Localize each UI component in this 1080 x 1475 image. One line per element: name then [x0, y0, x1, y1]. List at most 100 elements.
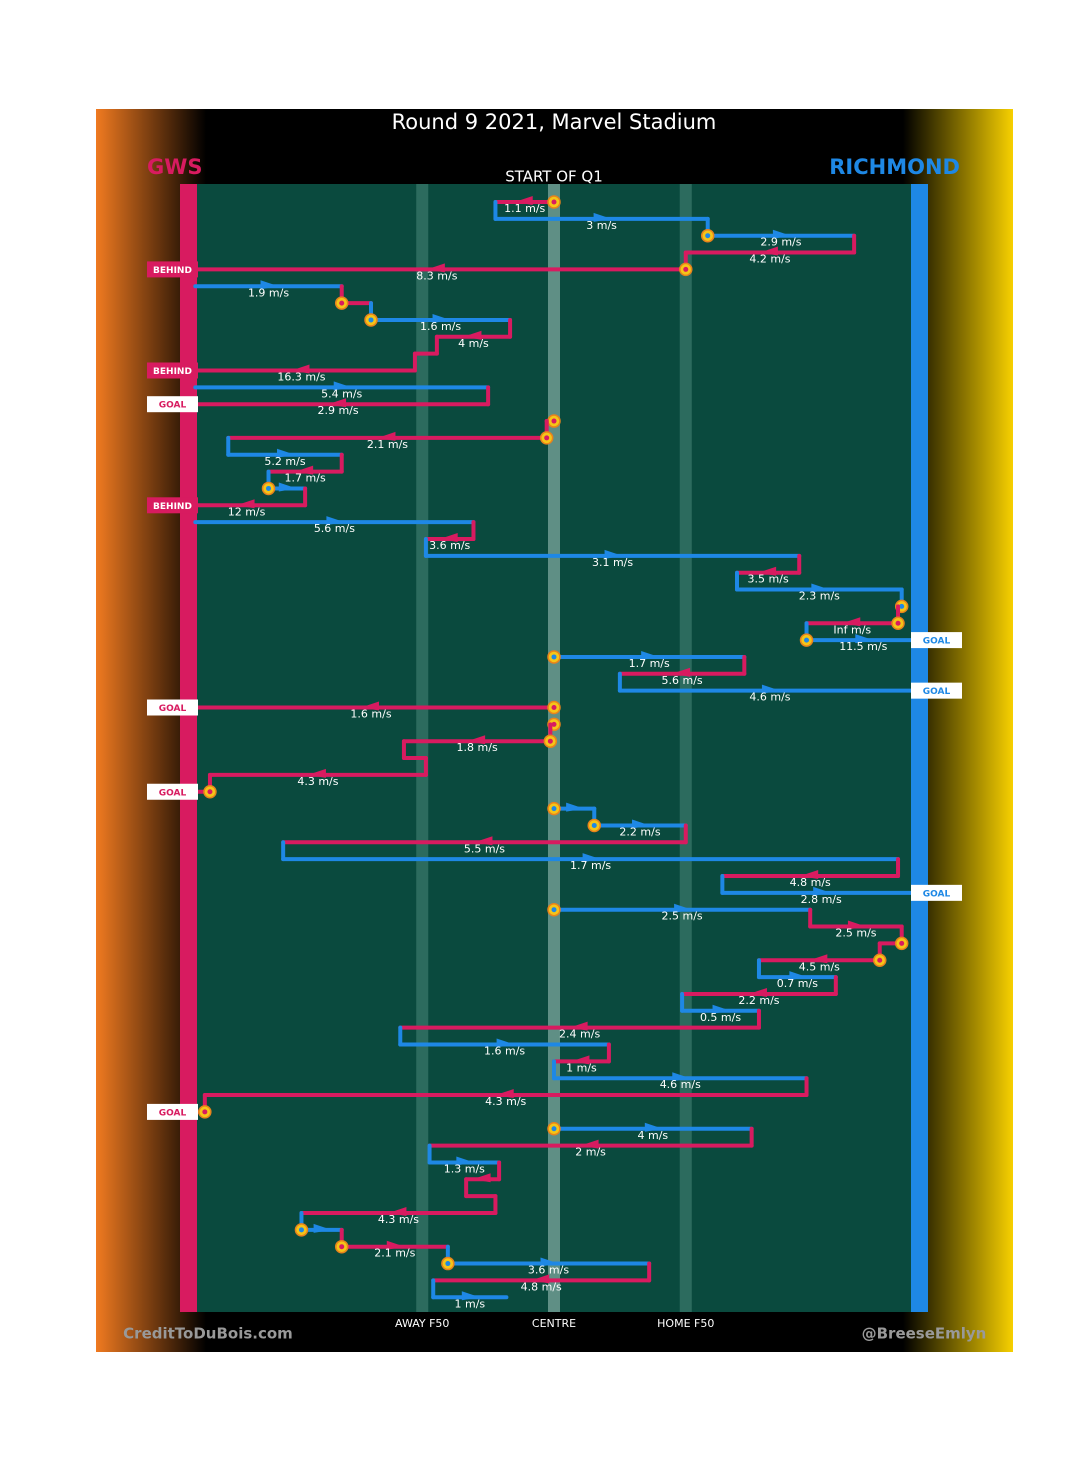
arrow: [604, 549, 623, 559]
contest-dot: [339, 1244, 345, 1250]
speed-label: 5.4 m/s: [321, 387, 362, 400]
contest-dot: [202, 1109, 208, 1115]
speed-label: 3.1 m/s: [592, 556, 633, 569]
speed-label: 4.8 m/s: [790, 876, 831, 889]
speed-label: 1.7 m/s: [285, 472, 326, 485]
team-name: RICHMOND: [829, 155, 960, 179]
arrow: [439, 533, 458, 542]
contest-dot: [339, 300, 345, 306]
speed-label: 11.5 m/s: [839, 640, 887, 653]
arrow: [456, 1156, 475, 1166]
speed-label: 2.9 m/s: [317, 404, 358, 417]
contest-dot: [705, 233, 711, 239]
speed-label: 4.6 m/s: [749, 691, 790, 704]
chart-title: Round 9 2021, Marvel Stadium: [392, 110, 717, 134]
outcome-label: GOAL: [923, 687, 951, 697]
speed-label: 3.5 m/s: [748, 573, 789, 586]
outcome-label: GOAL: [159, 704, 187, 714]
arrow: [748, 987, 767, 997]
speed-label: 5.5 m/s: [464, 842, 505, 855]
speed-label: 5.6 m/s: [314, 522, 355, 535]
speed-label: 3.6 m/s: [429, 539, 470, 552]
contest-dot: [298, 1227, 304, 1233]
outcome-label: GOAL: [159, 1108, 187, 1118]
outcome-box: [911, 884, 962, 901]
arrow: [313, 1223, 332, 1233]
arrow: [580, 1139, 599, 1149]
outcome-label: GOAL: [923, 637, 951, 647]
speed-label: 3.6 m/s: [528, 1264, 569, 1277]
arrow: [496, 1038, 515, 1048]
arrow: [569, 1021, 588, 1031]
speed-label: 2.1 m/s: [367, 438, 408, 451]
speed-label: 0.5 m/s: [700, 1011, 741, 1024]
contest-dot: [368, 317, 374, 323]
speed-label: 12 m/s: [228, 505, 266, 518]
grid-line: [548, 184, 560, 1312]
arrow: [800, 870, 819, 879]
outcome-box: [147, 699, 198, 716]
contest-dot: [551, 806, 557, 812]
speed-label: 5.2 m/s: [264, 455, 305, 468]
arrow: [759, 246, 778, 256]
arrow: [328, 398, 347, 408]
x-tick-label: HOME F50: [657, 1317, 714, 1330]
contest-dot: [551, 654, 557, 660]
arrow: [582, 853, 601, 863]
outcome-label: BEHIND: [153, 367, 192, 377]
arrow: [855, 634, 874, 644]
speed-label: 2.2 m/s: [738, 994, 779, 1007]
speed-label: 2.5 m/s: [835, 927, 876, 940]
arrow: [472, 1173, 491, 1183]
contest-dot: [547, 738, 553, 744]
arrow: [432, 313, 451, 323]
outcome-label: GOAL: [923, 889, 951, 899]
arrow: [377, 431, 396, 441]
arrow: [641, 650, 660, 660]
contest-dot: [445, 1261, 451, 1267]
contest-dot: [551, 907, 557, 913]
arrow: [712, 1004, 731, 1014]
speed-label: 4 m/s: [637, 1129, 668, 1142]
speed-label: 5.6 m/s: [662, 674, 703, 687]
contest-dot: [804, 637, 810, 643]
arrow: [333, 381, 352, 391]
speed-label: 1 m/s: [454, 1297, 485, 1310]
contest-dot: [683, 266, 689, 272]
outcome-label: GOAL: [159, 788, 187, 798]
speed-label: 8.3 m/s: [416, 269, 457, 282]
arrow: [593, 212, 612, 222]
arrow: [813, 886, 832, 896]
speed-label: 1.6 m/s: [350, 708, 391, 721]
outcome-box: [911, 632, 962, 649]
away-goal-post: [180, 184, 197, 1312]
arrow: [426, 263, 445, 273]
arrow: [388, 1207, 407, 1216]
arrow: [566, 802, 585, 812]
arrow: [571, 1055, 590, 1065]
speed-label: 4.3 m/s: [297, 775, 338, 788]
speed-label: 3 m/s: [586, 219, 617, 232]
contest-dot: [266, 485, 272, 491]
arrow: [842, 617, 861, 627]
speed-label: 2.9 m/s: [760, 236, 801, 249]
contest-dot: [591, 822, 597, 828]
outcome-box: [147, 396, 198, 413]
speed-label: 4.8 m/s: [521, 1280, 562, 1293]
arrow: [361, 701, 379, 711]
x-tick-label: AWAY F50: [395, 1317, 449, 1330]
arrow: [461, 1291, 480, 1301]
contest-dot: [551, 199, 557, 205]
arrow: [772, 229, 791, 239]
outcome-box: [911, 682, 962, 699]
speed-label: 1.6 m/s: [420, 320, 461, 333]
arrow: [672, 1072, 691, 1082]
speed-label: 2.2 m/s: [619, 825, 660, 838]
speed-label: 2.4 m/s: [559, 1028, 600, 1041]
arrow: [278, 482, 297, 492]
speed-label: 4.3 m/s: [485, 1095, 526, 1108]
arrow: [474, 836, 493, 846]
arrow: [307, 768, 326, 778]
arrow: [758, 566, 777, 576]
